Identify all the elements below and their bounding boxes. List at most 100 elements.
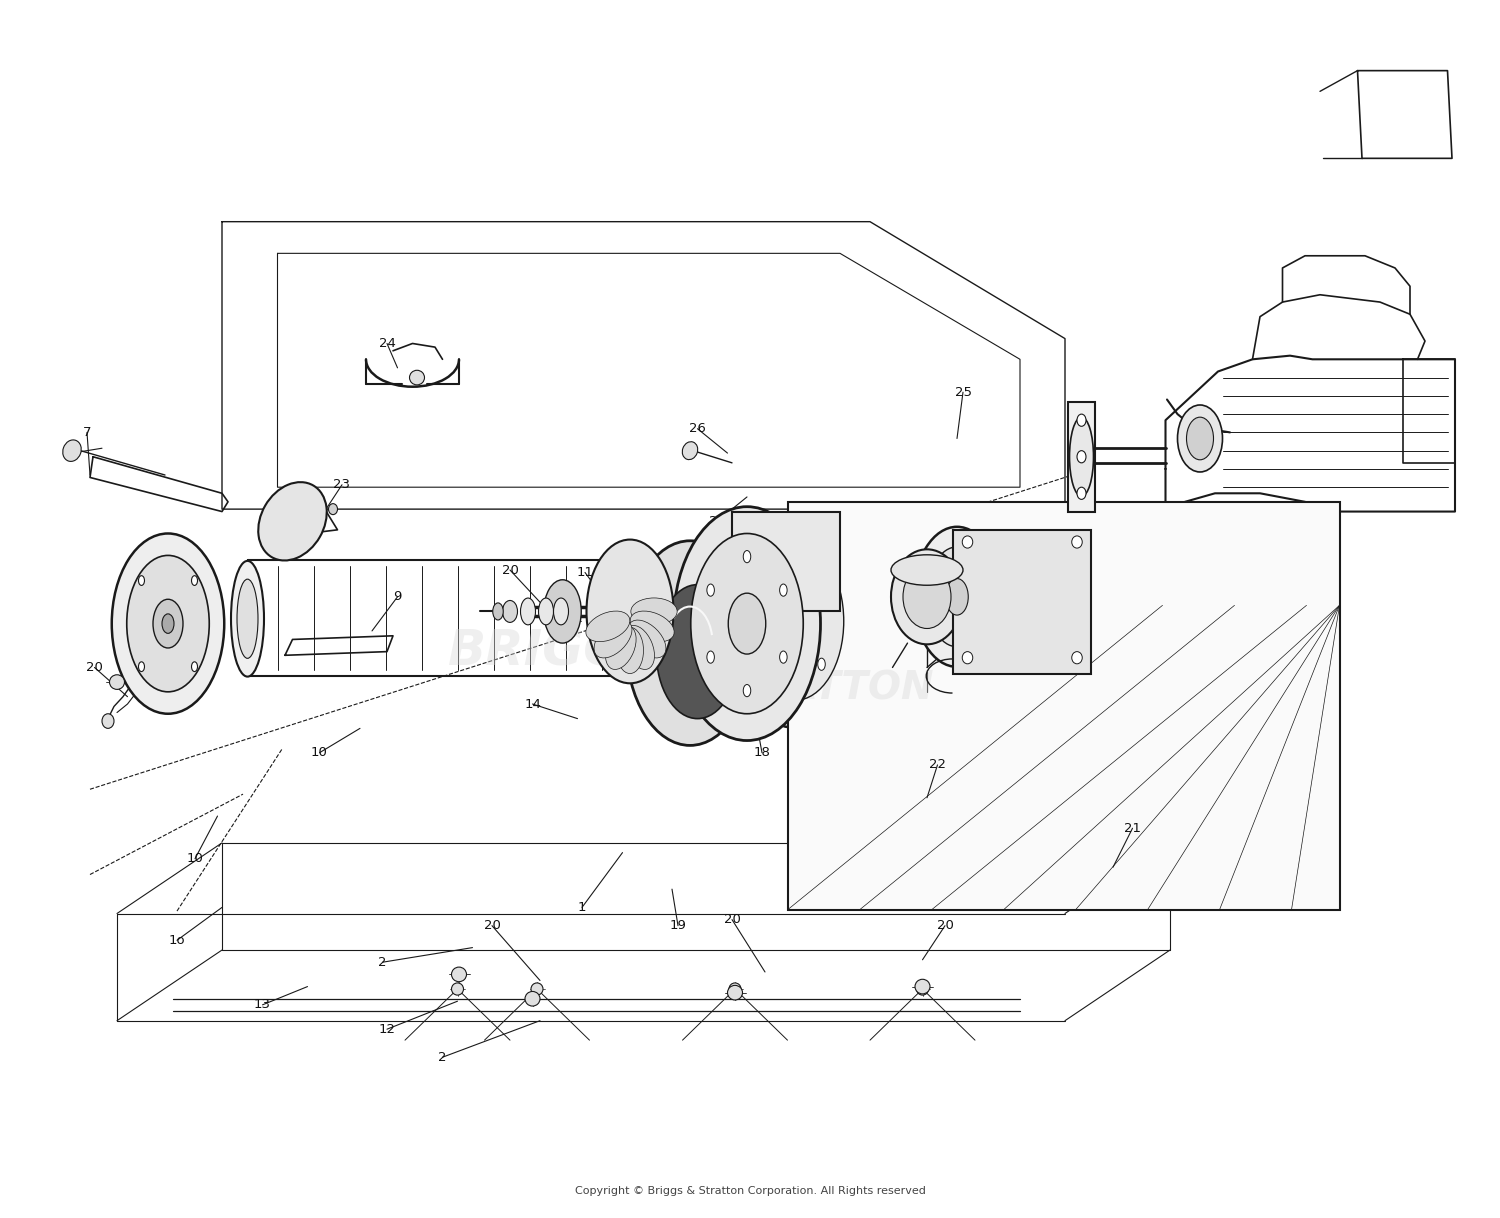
Ellipse shape (682, 442, 698, 459)
Ellipse shape (744, 551, 750, 563)
Text: 9: 9 (970, 597, 980, 609)
Text: 20: 20 (86, 661, 104, 674)
Text: 24: 24 (378, 337, 396, 350)
Text: 19: 19 (669, 920, 687, 932)
Text: 2: 2 (438, 1051, 447, 1063)
Ellipse shape (916, 983, 928, 995)
Ellipse shape (594, 620, 632, 658)
Ellipse shape (452, 967, 466, 982)
Bar (1068, 402, 1095, 512)
Ellipse shape (554, 598, 568, 625)
Ellipse shape (744, 685, 750, 697)
Ellipse shape (1071, 536, 1083, 548)
Ellipse shape (627, 541, 753, 745)
Ellipse shape (503, 600, 518, 622)
Ellipse shape (1077, 414, 1086, 426)
Ellipse shape (765, 572, 772, 585)
Ellipse shape (963, 652, 972, 664)
Ellipse shape (914, 526, 1001, 666)
Ellipse shape (606, 626, 636, 670)
Ellipse shape (102, 714, 114, 728)
Ellipse shape (690, 533, 804, 714)
Ellipse shape (624, 626, 654, 670)
Ellipse shape (153, 599, 183, 648)
Ellipse shape (765, 658, 772, 670)
Bar (952, 530, 1090, 674)
Ellipse shape (192, 661, 198, 671)
Ellipse shape (1071, 652, 1083, 664)
Ellipse shape (628, 620, 666, 658)
Text: 13: 13 (254, 999, 272, 1011)
Ellipse shape (747, 542, 843, 700)
Text: 27: 27 (708, 515, 726, 527)
Ellipse shape (525, 991, 540, 1006)
Ellipse shape (963, 536, 972, 548)
Ellipse shape (63, 440, 81, 462)
Text: 1o: 1o (168, 934, 186, 946)
Ellipse shape (586, 611, 630, 642)
Ellipse shape (586, 540, 674, 683)
Ellipse shape (1178, 404, 1222, 473)
Ellipse shape (538, 598, 554, 625)
Ellipse shape (729, 593, 765, 654)
Text: 2: 2 (378, 956, 387, 968)
Ellipse shape (780, 583, 788, 597)
Ellipse shape (192, 576, 198, 586)
Ellipse shape (110, 675, 125, 689)
Ellipse shape (706, 650, 714, 663)
Text: Copyright © Briggs & Stratton Corporation. All Rights reserved: Copyright © Briggs & Stratton Corporatio… (574, 1186, 926, 1196)
Text: 10: 10 (186, 853, 204, 865)
Ellipse shape (891, 549, 963, 644)
Ellipse shape (520, 598, 536, 625)
Text: 11: 11 (576, 566, 594, 579)
Ellipse shape (1070, 417, 1094, 497)
Ellipse shape (818, 658, 825, 670)
Text: 20: 20 (936, 920, 954, 932)
Ellipse shape (126, 555, 209, 692)
Text: 9: 9 (393, 591, 402, 603)
Ellipse shape (630, 611, 674, 642)
Text: 23: 23 (333, 479, 351, 491)
Ellipse shape (728, 985, 742, 1000)
Ellipse shape (531, 983, 543, 995)
Ellipse shape (915, 979, 930, 994)
Ellipse shape (729, 514, 861, 728)
Text: 22: 22 (928, 759, 946, 771)
Ellipse shape (237, 580, 258, 659)
Bar (732, 512, 840, 611)
Ellipse shape (1186, 417, 1214, 460)
Text: 20: 20 (483, 920, 501, 932)
Ellipse shape (657, 585, 738, 719)
Ellipse shape (231, 560, 264, 677)
Ellipse shape (780, 650, 788, 663)
Text: 25: 25 (954, 386, 972, 398)
Ellipse shape (945, 579, 969, 615)
Ellipse shape (138, 661, 144, 671)
Ellipse shape (1077, 487, 1086, 499)
Text: 7: 7 (82, 426, 92, 438)
Ellipse shape (492, 603, 502, 620)
Ellipse shape (818, 572, 825, 585)
Text: 12: 12 (378, 1023, 396, 1035)
Text: 14: 14 (524, 698, 542, 710)
Text: 15: 15 (636, 618, 654, 630)
Ellipse shape (543, 580, 582, 643)
Text: 21: 21 (1124, 822, 1142, 834)
Ellipse shape (674, 507, 820, 741)
Text: & STRATTON: & STRATTON (657, 669, 933, 708)
Text: 10: 10 (310, 747, 328, 759)
Ellipse shape (891, 555, 963, 586)
Ellipse shape (162, 614, 174, 633)
Ellipse shape (729, 983, 741, 995)
Ellipse shape (706, 583, 714, 597)
Bar (788, 502, 1340, 910)
Ellipse shape (562, 614, 578, 628)
Text: 17: 17 (786, 661, 804, 674)
Ellipse shape (632, 598, 676, 625)
Text: BRIGGS: BRIGGS (448, 627, 662, 676)
Text: 18: 18 (753, 747, 771, 759)
Text: 1: 1 (578, 901, 586, 914)
Text: 26: 26 (688, 423, 706, 435)
Ellipse shape (616, 627, 644, 674)
Text: 20: 20 (501, 564, 519, 576)
